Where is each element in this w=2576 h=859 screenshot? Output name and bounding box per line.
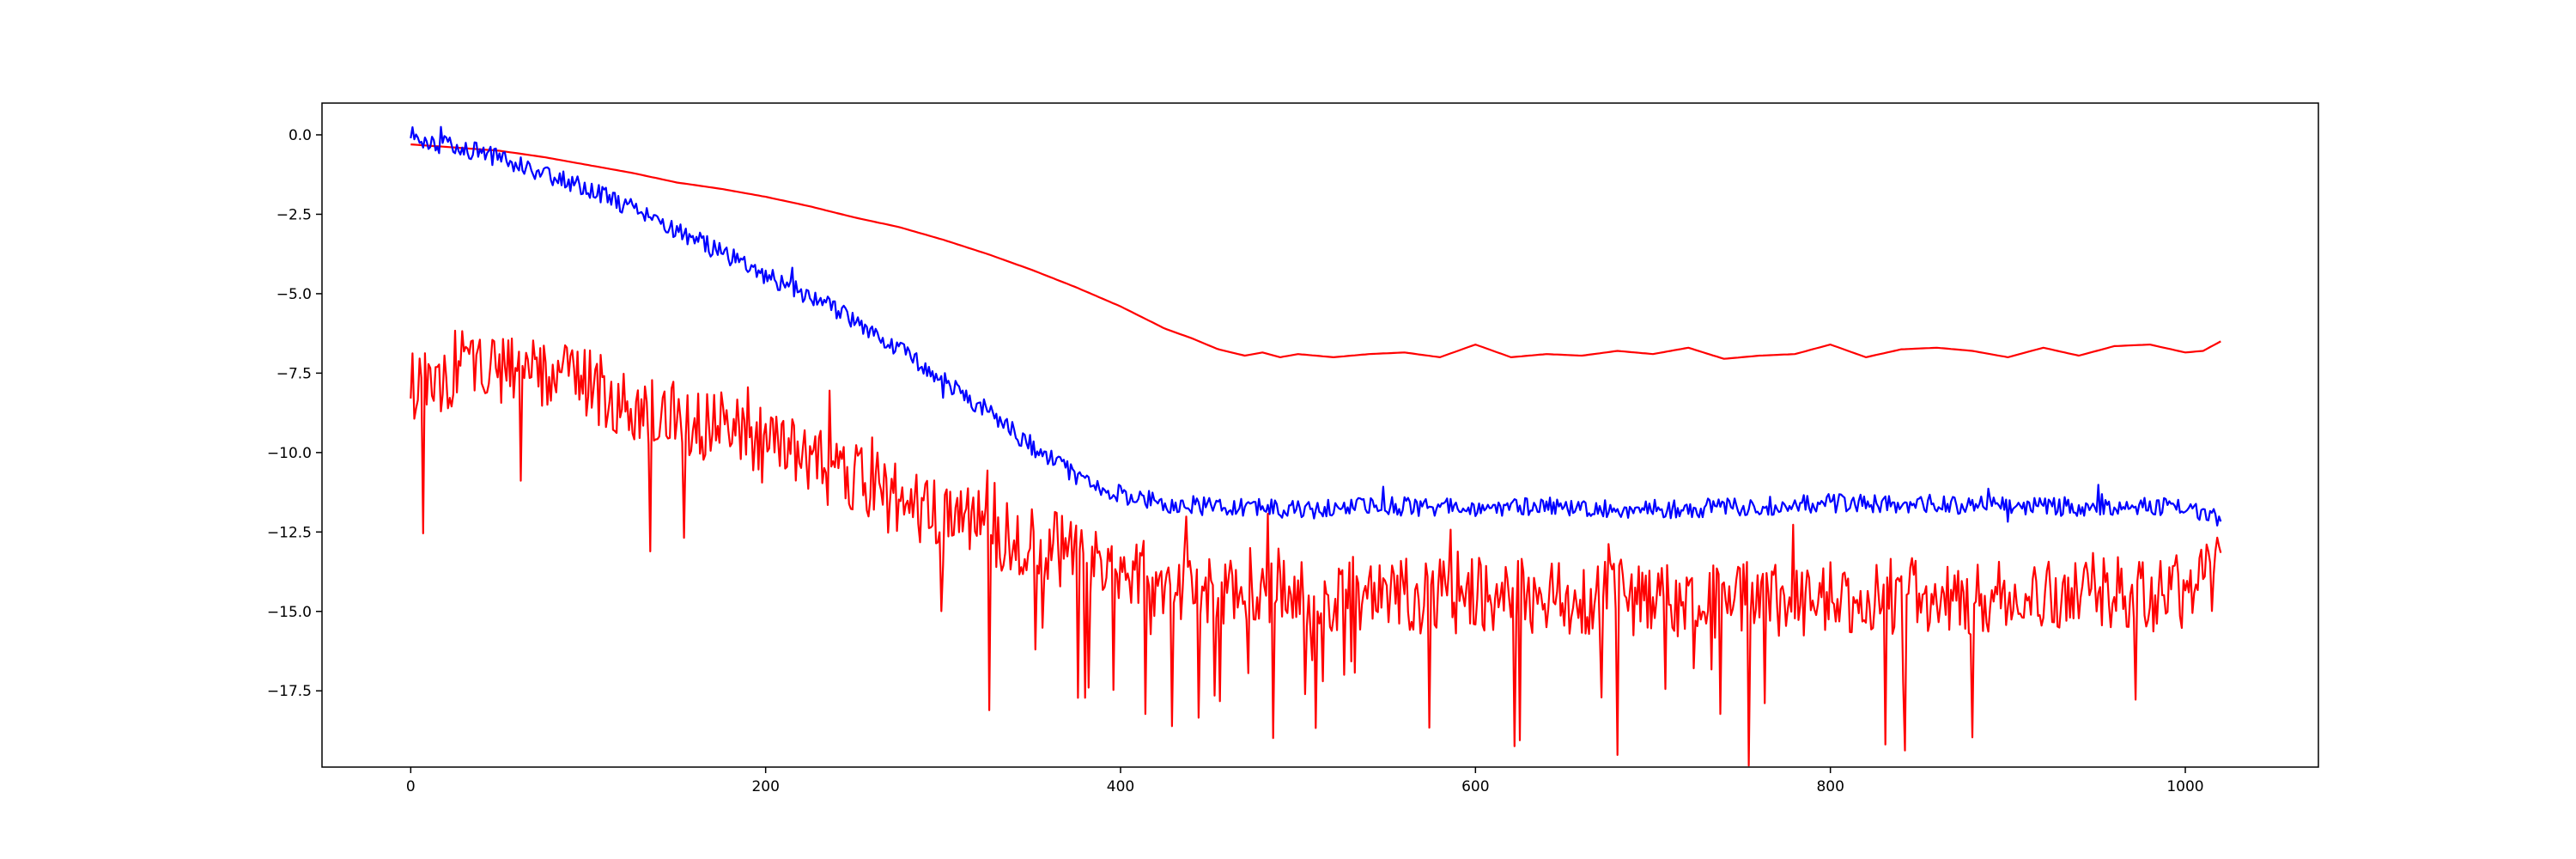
x-axis: 0 200 400 600 800 1000 — [406, 767, 2204, 795]
y-tick-label: −17.5 — [267, 683, 312, 700]
series-line-2 — [410, 125, 2222, 527]
series-line-1 — [410, 143, 2221, 360]
x-tick-label: 1000 — [2166, 778, 2203, 795]
y-tick-label: −5.0 — [276, 286, 312, 303]
y-tick-label: −15.0 — [267, 604, 312, 621]
x-tick-label: 600 — [1461, 778, 1489, 795]
y-tick-label: −10.0 — [267, 445, 312, 462]
x-tick-label: 800 — [1816, 778, 1844, 795]
y-tick-label: −12.5 — [267, 524, 312, 541]
x-tick-label: 400 — [1107, 778, 1134, 795]
plot-frame — [321, 102, 2319, 768]
y-axis: 0.0 −2.5 −5.0 −7.5 −10.0 −12.5 −15.0 −17.5 — [267, 127, 322, 700]
y-tick-label: −2.5 — [276, 206, 312, 223]
series-line-3 — [410, 329, 2222, 767]
x-tick-label: 0 — [406, 778, 416, 795]
y-tick-label: −7.5 — [276, 365, 312, 382]
x-tick-label: 200 — [751, 778, 779, 795]
series-layer — [410, 125, 2222, 767]
y-tick-label: 0.0 — [289, 127, 312, 144]
